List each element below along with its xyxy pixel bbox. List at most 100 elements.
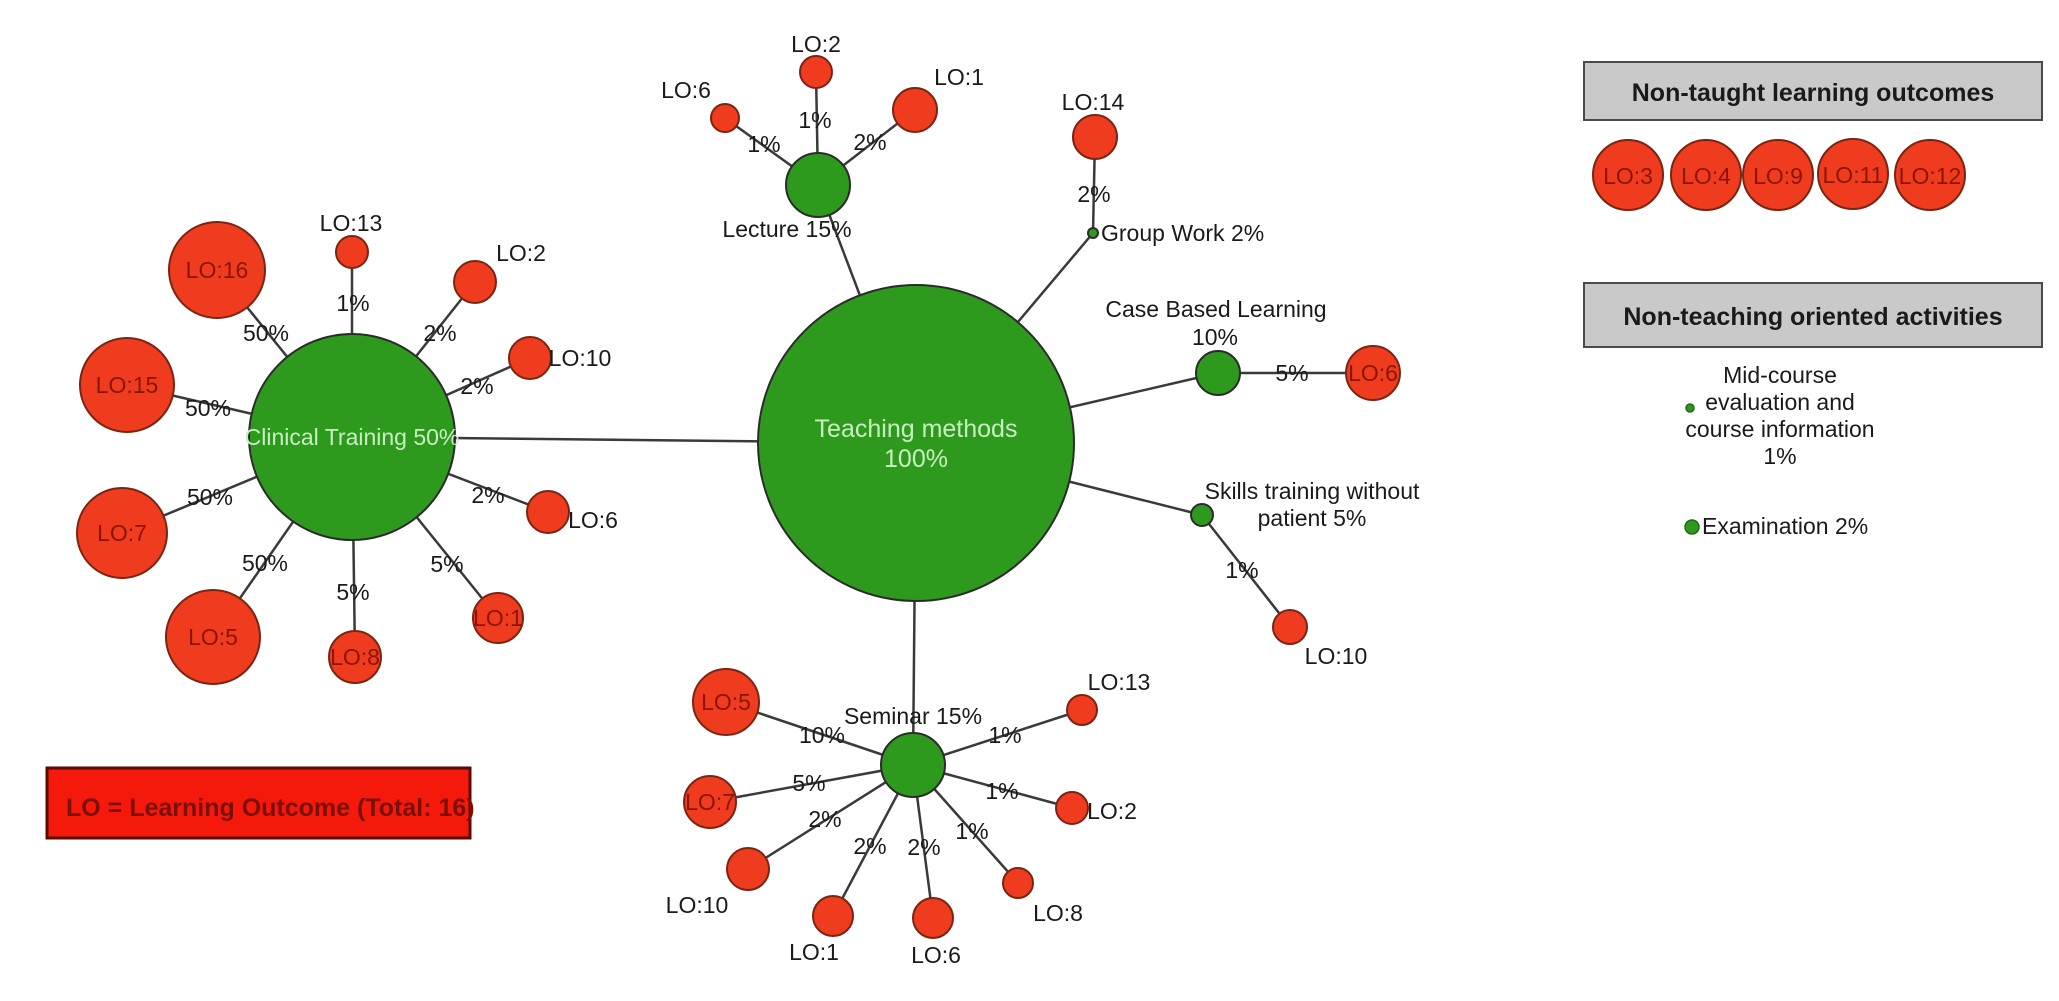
nontaught-lo9-label: LO:9 [1753,163,1803,189]
seminar-lo1-circle [812,895,854,937]
lecture-lo6-pct: 1% [747,131,780,157]
clinical-lo7-circle [76,487,168,579]
casebased-lo6-pct: 5% [1275,360,1308,386]
seminar-lo13-label: LO:13 [1088,669,1151,695]
clinical-lo15-circle [79,337,175,433]
clinical-lo7-label: LO:7 [97,520,147,546]
mid-course-label-line1: Mid-course [1723,362,1837,388]
clinical-lo15-label: LO:15 [96,372,159,398]
clinical-lo8-circle [328,630,382,684]
seminar-lo6-label: LO:6 [911,942,961,968]
clinical-lo5-pct: 50% [242,550,288,576]
non-teaching-header-label: Non-teaching oriented activities [1623,303,2002,331]
clinical-lo6-circle [526,490,570,534]
lecture-lo6-label: LO:6 [661,77,711,103]
teaching-methods-label: Teaching methods [815,415,1018,443]
teaching-methods-pct: 100% [884,445,948,473]
clinical-lo6-pct: 2% [471,482,504,508]
lecture-lo6-circle [710,103,740,133]
nontaught-lo4-label: LO:4 [1681,163,1731,189]
clinical-lo15-pct: 50% [185,395,231,421]
clinical-training-label: Clinical Training 50% [245,424,460,450]
clinical-lo8-pct: 5% [336,579,369,605]
seminar-lo8-label: LO:8 [1033,900,1083,926]
seminar-lo1-pct: 2% [853,833,886,859]
seminar-lo5-label: LO:5 [701,689,751,715]
seminar-lo1-label: LO:1 [789,939,839,965]
groupwork-lo14-pct: 2% [1077,181,1110,207]
mid-course-label-line4: 1% [1763,443,1796,469]
seminar-lo13-pct: 1% [988,722,1021,748]
skills-lo10-label: LO:10 [1305,643,1368,669]
skills-training-node [1190,503,1214,527]
clinical-lo5-circle [165,589,261,685]
seminar-node [880,732,946,798]
seminar-lo2-pct: 1% [985,778,1018,804]
case-based-pct: 10% [1192,324,1238,350]
seminar-lo8-pct: 1% [955,818,988,844]
seminar-lo10-pct: 2% [808,806,841,832]
nontaught-lo3-circle [1592,139,1664,211]
clinical-training-node [248,333,456,541]
seminar-lo10-circle [726,847,770,891]
clinical-lo10-pct: 2% [460,373,493,399]
clinical-lo2-circle [453,260,497,304]
lecture-lo1-pct: 2% [853,129,886,155]
skills-label-line2: patient 5% [1258,505,1367,531]
seminar-label: Seminar 15% [844,703,982,729]
seminar-lo2-label: LO:2 [1087,798,1137,824]
casebased-lo6-label: LO:6 [1348,360,1398,386]
seminar-lo7-circle [683,775,737,829]
clinical-lo13-circle [335,235,369,269]
link-skills-lo10 [1201,514,1291,628]
nontaught-lo12-label: LO:12 [1899,163,1962,189]
examination-label: Examination 2% [1702,513,1868,539]
clinical-lo16-label: LO:16 [186,257,249,283]
lecture-lo2-label: LO:2 [791,31,841,57]
nontaught-lo9-circle [1742,139,1814,211]
non-teaching-header-box [1583,282,2043,348]
clinical-lo16-circle [168,221,266,319]
seminar-lo6-pct: 2% [907,834,940,860]
skills-lo10-circle [1272,609,1308,645]
clinical-lo1-pct: 5% [430,551,463,577]
clinical-lo5-label: LO:5 [188,624,238,650]
mid-course-label-line3: course information [1685,416,1874,442]
seminar-lo6-circle [912,897,954,939]
skills-label-line1: Skills training without [1205,478,1420,504]
clinical-lo1-circle [472,592,524,644]
teaching-methods-node [757,284,1075,602]
seminar-lo8-circle [1002,867,1034,899]
lo-definition-box [45,766,472,840]
clinical-lo6-label: LO:6 [568,507,618,533]
seminar-lo13-circle [1066,694,1098,726]
group-work-label: Group Work 2% [1101,220,1264,246]
seminar-lo2-circle [1055,791,1089,825]
seminar-lo5-pct: 10% [799,722,845,748]
nontaught-lo11-circle [1817,138,1889,210]
nontaught-lo3-label: LO:3 [1603,163,1653,189]
seminar-lo5-circle [692,668,760,736]
clinical-lo10-label: LO:10 [549,345,612,371]
nontaught-lo11-label: LO:11 [1823,162,1884,188]
lecture-lo1-circle [892,87,938,133]
nontaught-lo12-circle [1894,139,1966,211]
non-taught-header-label: Non-taught learning outcomes [1632,79,1995,107]
lecture-lo2-pct: 1% [798,107,831,133]
clinical-lo16-pct: 50% [243,320,289,346]
non-taught-header-box [1583,61,2043,121]
clinical-lo2-pct: 2% [423,320,456,346]
examination-node [1684,519,1700,535]
clinical-lo1-label: LO:1 [473,605,523,631]
link-seminar-lo7 [709,763,914,804]
clinical-lo7-pct: 50% [187,484,233,510]
seminar-lo10-label: LO:10 [666,892,729,918]
clinical-lo13-label: LO:13 [320,210,383,236]
groupwork-lo14-circle [1072,114,1118,160]
lecture-node [785,152,851,218]
clinical-lo13-pct: 1% [336,290,369,316]
lecture-lo2-circle [799,55,833,89]
lo-definition-label: LO = Learning Outcome (Total: 16) [66,794,475,822]
